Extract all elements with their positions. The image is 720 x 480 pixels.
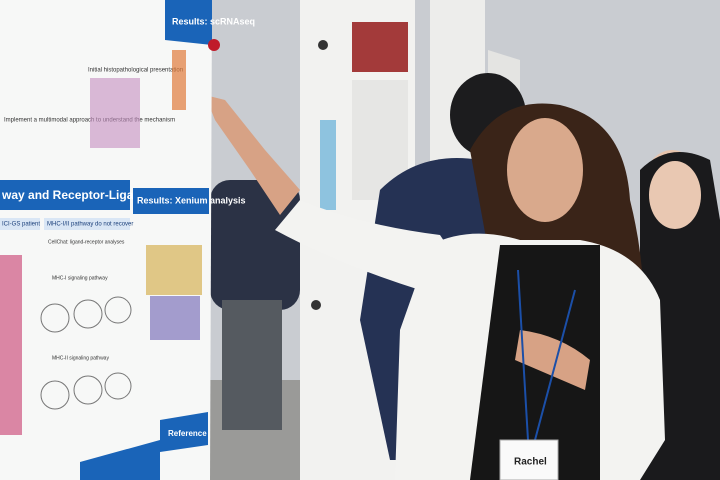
poster-heatmap: [0, 255, 22, 435]
poster-chord: [104, 372, 132, 400]
poster-subheader: MHC-I/II pathway do not recover: [47, 222, 133, 228]
poster-figure: [150, 296, 200, 340]
presenter-arm: [275, 200, 470, 290]
board-pin: [208, 39, 220, 51]
poster-label: MHC-II signaling pathway: [52, 355, 109, 361]
poster-chord: [73, 299, 103, 329]
poster-chord: [73, 375, 103, 405]
lanyard: [517, 269, 576, 441]
board-pin: [318, 40, 328, 50]
woman-right-face: [649, 161, 701, 229]
poster-header: Results: Xenium analysis: [137, 195, 246, 205]
poster-header-bar: [160, 412, 208, 452]
badge-name: Rachel: [514, 457, 547, 468]
poster-sheet: [0, 0, 212, 480]
name-badge: [499, 439, 559, 480]
poster-subheader-bg: [0, 218, 40, 230]
poster-header: Reference: [168, 429, 207, 438]
poster: Results: scRNAseq way and Receptor-Ligan…: [0, 0, 255, 480]
presenter-left-hand: [515, 330, 590, 390]
poster-label: CellChat: ligand-receptor analyses: [48, 239, 125, 245]
poster-figure: [146, 245, 202, 295]
board-pin: [311, 300, 321, 310]
poster-strip: [320, 120, 336, 210]
poster-header-bar: [165, 0, 212, 45]
poster-figure: [90, 78, 140, 148]
poster-figure: [172, 50, 186, 110]
poster-header-bar: [133, 188, 209, 214]
poster-label: Initial histopathological presentation: [88, 68, 183, 74]
poster-header: Results: scRNAseq: [172, 16, 255, 26]
person-bg: [210, 180, 300, 310]
poster-subheader-bg: [44, 218, 130, 230]
presenter-face: [507, 118, 583, 222]
person-bg-legs: [222, 300, 282, 430]
poster-label: MHC-I signaling pathway: [52, 275, 108, 281]
poster-header-bar: [0, 180, 130, 210]
poster-subheader: ICI-GS patient: [2, 222, 40, 228]
poster-header: [352, 22, 408, 72]
poster-chord: [40, 380, 70, 410]
presenter-hand: [205, 95, 300, 215]
poster-chord: [104, 296, 132, 324]
poster-text: Implement a multimodal approach to under…: [4, 118, 175, 124]
poster-chord: [40, 303, 70, 333]
poster-header-bar: [80, 440, 160, 480]
